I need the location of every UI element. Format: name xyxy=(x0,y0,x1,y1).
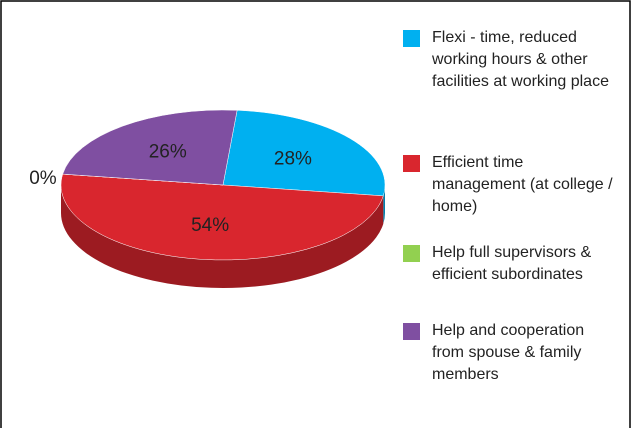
slice xyxy=(222,110,386,197)
data-label: 0% xyxy=(29,168,57,189)
legend-label: Efficient time management (at college / … xyxy=(432,154,613,215)
data-label: 26% xyxy=(149,142,187,163)
legend-label: Flexi - time, reduced working hours & ot… xyxy=(432,29,609,90)
legend-swatch xyxy=(403,323,420,340)
legend-swatch xyxy=(403,155,420,172)
data-label: 54% xyxy=(191,215,229,236)
legend-label: Help full supervisors & efficient subord… xyxy=(432,244,592,283)
slice xyxy=(62,109,238,186)
legend-swatch xyxy=(403,245,420,262)
slice xyxy=(60,173,384,261)
legend-swatch xyxy=(403,30,420,47)
slice-side xyxy=(61,185,384,288)
data-label: 28% xyxy=(274,148,312,169)
legend-label: Help and cooperation from spouse & famil… xyxy=(432,322,585,383)
